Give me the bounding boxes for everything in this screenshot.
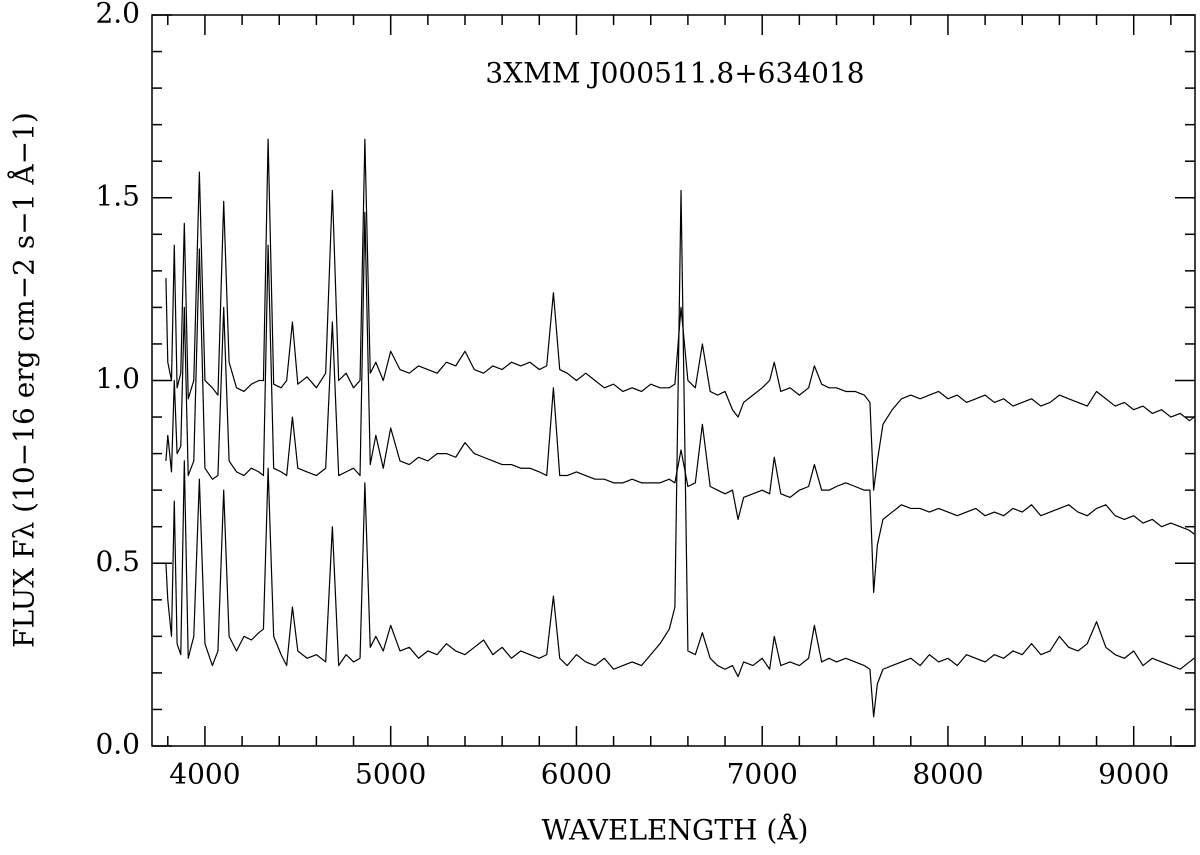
x-tick-label: 4000 [169, 758, 240, 791]
x-tick-label: 7000 [727, 758, 798, 791]
spectrum-line [165, 211, 1195, 594]
y-tick-label: 2.0 [95, 0, 140, 30]
y-tick-label: 1.0 [95, 362, 140, 395]
x-tick-label: 6000 [541, 758, 612, 791]
spectrum-line [165, 189, 1195, 718]
x-tick-label: 5000 [355, 758, 426, 791]
y-axis-label: FLUX Fλ (10−16 erg cm−2 s−1 Å−1) [8, 112, 41, 648]
spectrum-line [165, 138, 1195, 491]
plot-frame [151, 14, 1196, 747]
x-tick-label: 9000 [1098, 758, 1169, 791]
x-tick-label: 8000 [912, 758, 983, 791]
annotation: 3XMM J000511.8+634018 [485, 57, 864, 90]
y-tick-label: 0.5 [95, 545, 140, 578]
y-tick-label: 1.5 [95, 179, 140, 212]
x-axis-label: WAVELENGTH (Å) [542, 814, 809, 847]
y-tick-label: 0.0 [95, 728, 140, 761]
